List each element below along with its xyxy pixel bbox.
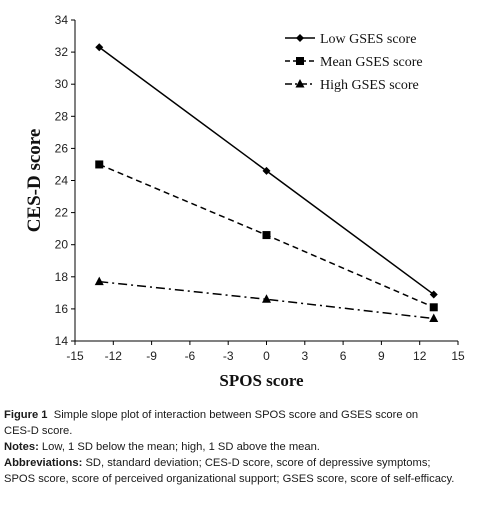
abbreviations-line-1: Abbreviations: SD, standard deviation; C… [4, 455, 484, 471]
x-tick-label: 12 [413, 349, 427, 363]
y-tick-label: 16 [55, 302, 69, 316]
abbreviations-line-2: SPOS score, score of perceived organizat… [4, 473, 455, 485]
y-axis-title: CES-D score [24, 129, 45, 233]
figure-label: Figure 1 [4, 409, 48, 421]
data-point [262, 294, 271, 303]
abbreviations-label: Abbreviations: [4, 457, 83, 469]
legend-marker [296, 57, 304, 65]
slope-chart: 14 16 18 20 22 24 26 28 30 32 34 -15 -12 -9 -6 -3 0 3 6 9 12… [24, 13, 465, 390]
legend-marker [296, 34, 304, 42]
legend-item: High GSES score [285, 78, 419, 93]
axes: 14 16 18 20 22 24 26 28 30 32 34 -15 -12 -9 -6 -3 0 3 6 9 12… [55, 13, 465, 363]
y-tick-label: 20 [55, 238, 69, 252]
y-tick-label: 34 [55, 13, 69, 27]
data-point [429, 303, 438, 312]
legend-label: Mean GSES score [320, 55, 423, 70]
y-tick-label: 24 [55, 174, 69, 188]
caption-line-2: CES-D score. [4, 425, 73, 437]
abbreviations-text: SD, standard deviation; CES-D score, sco… [85, 457, 431, 469]
x-tick-label: -6 [185, 349, 196, 363]
x-axis-title: SPOS score [219, 371, 304, 390]
legend-item: Mean GSES score [285, 55, 423, 70]
x-tick-label: -9 [146, 349, 157, 363]
y-tick-label: 14 [55, 334, 69, 348]
x-tick-label: -12 [105, 349, 123, 363]
x-tick-label: -15 [66, 349, 84, 363]
y-tick-label: 30 [55, 77, 69, 91]
legend-marker [295, 79, 305, 88]
notes-text: Low, 1 SD below the mean; high, 1 SD abo… [41, 441, 320, 453]
legend-label: High GSES score [320, 78, 419, 93]
y-tick-label: 22 [55, 206, 69, 220]
data-point [95, 43, 104, 52]
figure-caption: Figure 1 Simple slope plot of interactio… [4, 407, 484, 487]
data-point [262, 231, 271, 240]
y-tick-label: 32 [55, 45, 69, 59]
y-tick-label: 26 [55, 141, 69, 155]
legend: Low GSES score Mean GSES score High GSES s… [285, 32, 423, 93]
y-tick-label: 18 [55, 270, 69, 284]
series-low-gses-score [95, 43, 438, 299]
series-high-gses-score [94, 276, 439, 323]
legend-label: Low GSES score [320, 32, 416, 47]
x-tick-label: 3 [301, 349, 308, 363]
series-mean-gses-score [95, 160, 438, 312]
x-tick-label: 6 [340, 349, 347, 363]
series-line [99, 280, 434, 320]
data-point [429, 290, 438, 299]
data-point [429, 313, 439, 323]
notes-label: Notes: [4, 441, 39, 453]
data-point [262, 166, 271, 175]
legend-item: Low GSES score [285, 32, 416, 47]
caption-line-1: Figure 1 Simple slope plot of interactio… [4, 407, 484, 423]
x-tick-label: -3 [223, 349, 234, 363]
data-point [94, 276, 104, 286]
y-tick-label: 28 [55, 109, 69, 123]
x-tick-label: 15 [451, 349, 465, 363]
data-point [95, 160, 104, 169]
notes-line: Notes: Low, 1 SD below the mean; high, 1… [4, 439, 484, 455]
x-tick-label: 0 [263, 349, 270, 363]
x-tick-label: 9 [378, 349, 385, 363]
figure-text: Simple slope plot of interaction between… [53, 409, 419, 421]
series-group [94, 43, 439, 323]
